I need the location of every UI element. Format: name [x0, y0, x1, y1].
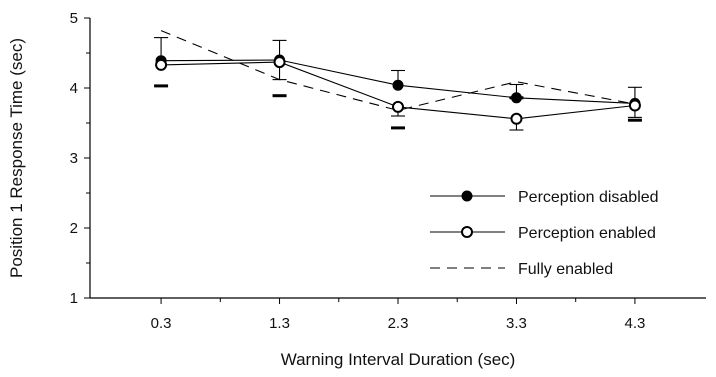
marker-perception-enabled [392, 100, 404, 113]
marker-perception-disabled [510, 92, 522, 104]
legend-marker-perception-disabled [461, 190, 473, 202]
y-tick-label: 4 [70, 80, 78, 97]
legend-label-perception-enabled: Perception enabled [518, 225, 656, 242]
marker-perception-enabled [510, 112, 523, 125]
x-tick-label: 2.3 [388, 315, 409, 332]
legend-label-perception-disabled: Perception disabled [518, 189, 659, 206]
marker-perception-enabled [273, 56, 286, 69]
x-tick-label: 3.3 [506, 315, 527, 332]
x-axis-title: Warning Interval Duration (sec) [281, 350, 516, 369]
marker-perception-disabled [392, 79, 404, 91]
legend-label-fully-enabled: Fully enabled [518, 261, 613, 278]
y-ticks: 1 2 3 4 5 [70, 10, 90, 307]
legend: Perception disabled Perception enabled F… [430, 189, 659, 278]
marker-perception-enabled [155, 58, 168, 71]
x-ticks: 0.3 1.3 2.3 3.3 4.3 [151, 298, 645, 332]
x-tick-label: 4.3 [624, 315, 645, 332]
y-tick-label: 1 [70, 290, 78, 307]
marker-perception-enabled [628, 99, 641, 112]
y-tick-label: 5 [70, 10, 78, 27]
y-tick-label: 2 [70, 220, 78, 237]
y-axis-title: Position 1 Response Time (sec) [7, 38, 26, 278]
plot-layer [154, 30, 642, 131]
legend-marker-perception-enabled [461, 226, 473, 238]
y-tick-label: 3 [70, 150, 78, 167]
x-tick-label: 1.3 [269, 315, 290, 332]
x-tick-label: 0.3 [151, 315, 172, 332]
